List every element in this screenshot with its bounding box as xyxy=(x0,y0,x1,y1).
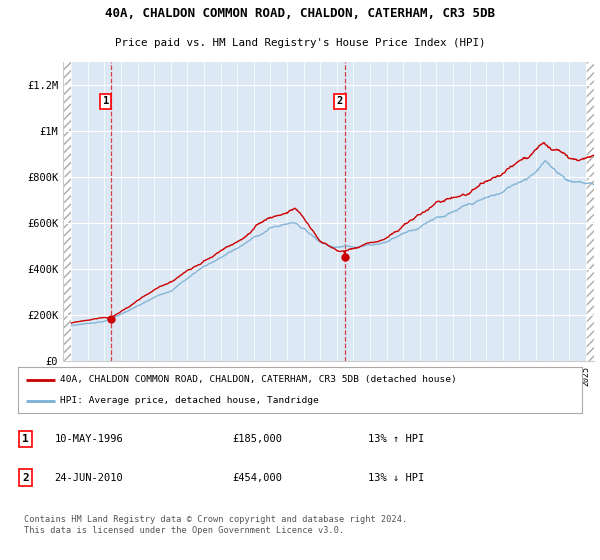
Text: 1: 1 xyxy=(22,433,29,444)
Text: Contains HM Land Registry data © Crown copyright and database right 2024.
This d: Contains HM Land Registry data © Crown c… xyxy=(23,515,407,535)
Bar xyxy=(586,62,594,361)
Text: £185,000: £185,000 xyxy=(232,433,283,444)
Text: 13% ↑ HPI: 13% ↑ HPI xyxy=(368,433,424,444)
Text: HPI: Average price, detached house, Tandridge: HPI: Average price, detached house, Tand… xyxy=(60,396,319,405)
Text: 10-MAY-1996: 10-MAY-1996 xyxy=(55,433,124,444)
Text: 13% ↓ HPI: 13% ↓ HPI xyxy=(368,473,424,483)
Text: 2: 2 xyxy=(337,96,343,106)
Bar xyxy=(63,62,71,361)
Text: 1: 1 xyxy=(103,96,109,106)
Text: 24-JUN-2010: 24-JUN-2010 xyxy=(55,473,124,483)
Text: 2: 2 xyxy=(22,473,29,483)
Text: Price paid vs. HM Land Registry's House Price Index (HPI): Price paid vs. HM Land Registry's House … xyxy=(115,38,485,48)
Text: 40A, CHALDON COMMON ROAD, CHALDON, CATERHAM, CR3 5DB: 40A, CHALDON COMMON ROAD, CHALDON, CATER… xyxy=(105,7,495,20)
Text: 40A, CHALDON COMMON ROAD, CHALDON, CATERHAM, CR3 5DB (detached house): 40A, CHALDON COMMON ROAD, CHALDON, CATER… xyxy=(60,375,457,384)
Text: £454,000: £454,000 xyxy=(232,473,283,483)
